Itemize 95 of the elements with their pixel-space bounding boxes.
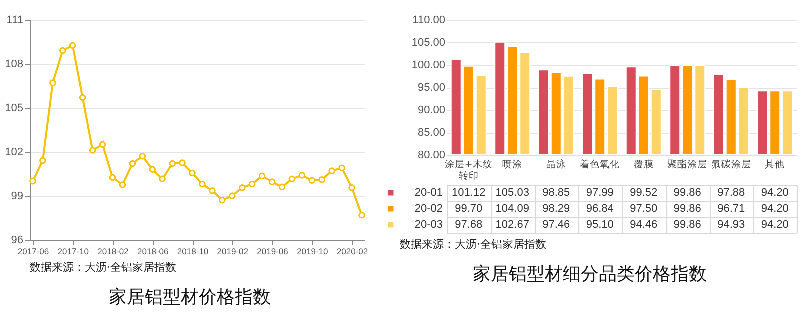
x-tick-label: 覆膜 <box>634 158 654 170</box>
point <box>69 42 76 50</box>
y-tick-label: 108 <box>5 58 24 70</box>
text: 101.12 <box>452 187 486 199</box>
point <box>209 187 216 194</box>
x-tick-label: 2019-02 <box>217 246 249 256</box>
point <box>149 166 156 173</box>
x-tick-label: 氟碳涂层 <box>711 158 752 170</box>
y-tick-label: 99 <box>11 190 24 202</box>
x-tick-label: 2017-10 <box>58 246 90 256</box>
text: 97.99 <box>586 187 614 199</box>
x-tick-label: 2019-10 <box>297 246 329 256</box>
source-note: 数据来源：大沥·全铝家居指数 <box>29 260 178 275</box>
text: 99.86 <box>674 187 702 199</box>
text: 95.10 <box>586 219 614 231</box>
x-tick-label: 2020-02 <box>336 246 368 256</box>
point <box>109 174 116 182</box>
text: 98.29 <box>542 203 570 215</box>
text: 97.50 <box>630 203 658 215</box>
text: 94.20 <box>761 187 789 199</box>
text: 97.46 <box>542 219 570 231</box>
point <box>288 176 296 183</box>
y-tick-label: 100.00 <box>412 60 446 72</box>
y-tick-label: 96 <box>11 234 24 246</box>
y-tick-label: 90.00 <box>418 104 446 116</box>
point <box>278 184 286 191</box>
text: 104.09 <box>496 203 530 215</box>
point <box>169 160 176 168</box>
text: 102.67 <box>496 219 530 231</box>
y-tick-label: 102 <box>5 146 24 158</box>
point <box>189 170 196 177</box>
text: 99.86 <box>674 203 702 215</box>
x-tick-label: 着色氧化 <box>580 158 620 170</box>
x-tick-label: 2018-02 <box>98 246 130 256</box>
x-tick-label: 聚酯涂层 <box>668 158 708 170</box>
x-tick-label: 2018-06 <box>138 246 169 256</box>
x-tick-label: 2018-10 <box>177 246 209 256</box>
text: 105.03 <box>496 187 530 199</box>
point <box>328 168 336 174</box>
y-tick-label: 95.00 <box>418 82 446 94</box>
point <box>348 184 356 192</box>
point <box>60 47 66 54</box>
x-tick-label: 其他 <box>765 158 786 170</box>
point <box>50 80 56 86</box>
point <box>119 182 126 188</box>
text: 96.84 <box>586 203 614 215</box>
y-tick-label: 111 <box>6 14 24 26</box>
point <box>308 177 316 184</box>
x-tick-label: 2017-06 <box>18 246 50 256</box>
point <box>129 160 136 168</box>
point <box>219 197 226 204</box>
point <box>338 164 346 172</box>
x-tick-label: 2019-06 <box>257 246 289 256</box>
point <box>318 176 326 184</box>
point <box>199 180 206 188</box>
point <box>79 94 86 102</box>
y-tick-label: 105 <box>5 102 24 114</box>
y-tick-label: 85.00 <box>418 127 446 139</box>
text: 97.68 <box>455 219 483 231</box>
legend-label: 20-01 <box>414 187 443 199</box>
text: 99.86 <box>674 219 702 231</box>
x-tick-label: 喷涂 <box>502 158 523 170</box>
text: 94.46 <box>630 219 658 231</box>
text: 家居铝型材价格指数 <box>108 286 272 309</box>
point <box>139 153 146 160</box>
x-tick-label: 涂层+木纹转印 <box>444 158 493 182</box>
point <box>358 212 366 219</box>
text: 94.20 <box>761 219 789 231</box>
text: 家居铝型材细分品类价格指数 <box>472 263 708 286</box>
point <box>89 147 96 154</box>
point <box>248 180 256 188</box>
source-note: 数据来源：大沥·全铝家居指数 <box>399 237 548 252</box>
text: 96.71 <box>718 203 746 215</box>
point <box>30 178 36 185</box>
point <box>179 160 186 166</box>
text: 97.88 <box>718 187 746 199</box>
text: 99.52 <box>630 187 658 199</box>
text: 99.70 <box>455 203 483 215</box>
x-tick-label: 晶泳 <box>546 158 566 170</box>
point <box>238 184 246 192</box>
legend-label: 20-03 <box>414 219 443 231</box>
point <box>298 172 306 179</box>
text: 94.93 <box>718 219 746 231</box>
y-tick-label: 80.00 <box>418 150 446 162</box>
y-tick-label: 105.00 <box>412 37 446 49</box>
point <box>229 192 236 200</box>
point <box>268 178 276 186</box>
legend-label: 20-02 <box>414 203 443 215</box>
point <box>40 157 46 164</box>
point <box>258 172 266 180</box>
y-tick-label: 110.00 <box>412 14 446 26</box>
point <box>159 176 166 183</box>
text: 94.20 <box>761 203 789 215</box>
text: 98.85 <box>542 187 570 199</box>
point <box>99 141 106 148</box>
